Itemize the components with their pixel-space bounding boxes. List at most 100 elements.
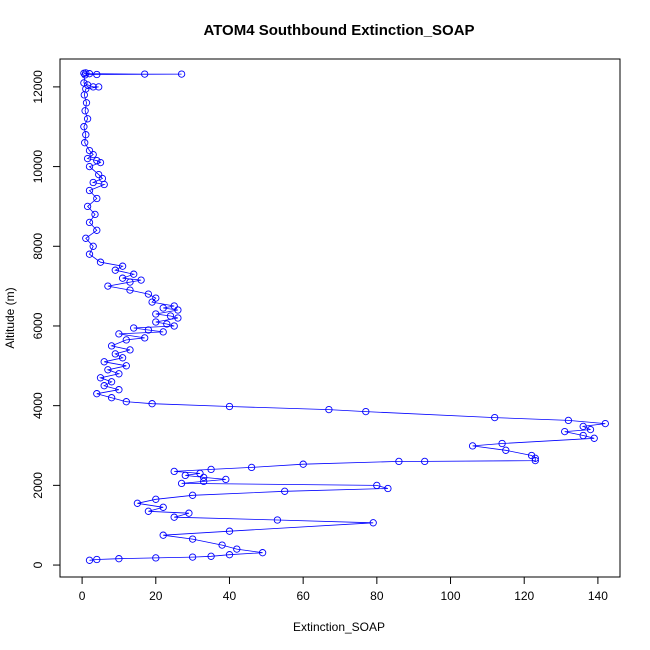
data-point bbox=[174, 314, 182, 322]
data-point bbox=[85, 556, 94, 564]
data-point bbox=[130, 270, 138, 278]
data-point bbox=[141, 70, 149, 78]
data-point bbox=[188, 535, 197, 543]
data-point bbox=[126, 346, 134, 354]
data-point bbox=[225, 551, 234, 559]
data-point bbox=[118, 354, 127, 362]
data-point bbox=[118, 274, 127, 282]
data-point bbox=[85, 250, 94, 258]
data-point bbox=[299, 460, 307, 468]
data-point bbox=[104, 282, 112, 290]
data-point bbox=[80, 123, 88, 131]
series-group bbox=[80, 69, 609, 564]
data-point bbox=[502, 446, 510, 454]
data-point bbox=[468, 442, 477, 450]
data-point bbox=[104, 366, 112, 374]
data-point bbox=[95, 170, 103, 179]
data-point bbox=[207, 465, 215, 474]
data-point bbox=[82, 234, 90, 242]
data-point bbox=[531, 456, 539, 465]
data-point bbox=[89, 242, 97, 250]
data-point bbox=[196, 469, 204, 478]
data-point bbox=[561, 427, 569, 436]
data-point bbox=[83, 115, 92, 123]
data-point bbox=[81, 107, 89, 115]
data-point bbox=[96, 258, 105, 266]
data-point bbox=[148, 298, 156, 306]
data-point bbox=[152, 310, 160, 318]
data-point bbox=[85, 146, 94, 155]
data-point bbox=[115, 386, 123, 394]
data-point bbox=[148, 400, 156, 408]
data-point bbox=[159, 328, 167, 336]
y-tick-label: 10000 bbox=[31, 150, 45, 184]
data-point bbox=[369, 519, 377, 527]
data-point bbox=[144, 326, 153, 334]
y-tick-label: 4000 bbox=[31, 392, 45, 419]
data-point bbox=[586, 425, 595, 434]
data-point bbox=[159, 503, 167, 511]
data-point bbox=[107, 394, 116, 402]
data-point bbox=[81, 139, 89, 147]
data-point bbox=[91, 210, 99, 219]
data-point bbox=[93, 390, 101, 398]
data-point bbox=[82, 131, 90, 139]
x-tick-label: 100 bbox=[441, 589, 461, 603]
data-point bbox=[93, 555, 101, 564]
data-point bbox=[130, 324, 138, 332]
data-point bbox=[362, 407, 370, 416]
data-point bbox=[491, 413, 499, 422]
data-point bbox=[258, 549, 267, 557]
data-point bbox=[111, 266, 119, 274]
data-point bbox=[111, 350, 119, 358]
data-point bbox=[384, 484, 392, 493]
x-axis-label: Extinction_SOAP bbox=[293, 620, 385, 634]
data-point bbox=[93, 156, 101, 165]
data-point bbox=[93, 194, 101, 203]
data-point bbox=[159, 304, 167, 312]
data-point bbox=[225, 402, 234, 411]
data-point bbox=[82, 99, 91, 107]
x-tick-label: 140 bbox=[588, 589, 608, 603]
data-point bbox=[163, 320, 171, 328]
data-point bbox=[181, 471, 189, 480]
data-point bbox=[89, 178, 97, 187]
data-point bbox=[96, 158, 105, 167]
data-point bbox=[177, 479, 186, 488]
data-point bbox=[498, 439, 506, 448]
data-point bbox=[100, 382, 108, 390]
y-axis: 0 2000 4000 6000 8000 10000 12000 bbox=[31, 70, 61, 568]
data-point bbox=[188, 491, 197, 499]
series-line bbox=[83, 72, 606, 561]
data-point bbox=[100, 358, 108, 366]
data-point bbox=[115, 370, 123, 378]
x-tick-label: 40 bbox=[223, 589, 237, 603]
x-tick-label: 60 bbox=[296, 589, 310, 603]
data-point bbox=[85, 186, 94, 195]
data-point bbox=[133, 499, 142, 507]
data-point bbox=[152, 554, 160, 562]
data-point bbox=[170, 322, 178, 330]
data-point bbox=[225, 527, 234, 535]
data-point bbox=[421, 457, 429, 466]
x-axis: 0 20 40 60 80 100 120 140 bbox=[79, 576, 608, 603]
data-point bbox=[141, 334, 149, 342]
x-tick-label: 120 bbox=[514, 589, 534, 603]
data-point bbox=[170, 302, 178, 310]
data-point bbox=[85, 218, 94, 227]
data-point bbox=[281, 487, 289, 495]
data-point bbox=[531, 454, 539, 462]
data-point bbox=[93, 226, 101, 234]
data-point bbox=[126, 278, 134, 286]
y-tick-label: 0 bbox=[31, 561, 45, 568]
data-point bbox=[159, 531, 167, 539]
data-point bbox=[222, 475, 230, 484]
data-point bbox=[579, 422, 587, 431]
data-point bbox=[83, 154, 92, 163]
data-point bbox=[273, 516, 282, 524]
data-point bbox=[100, 180, 108, 189]
data-point bbox=[166, 312, 175, 320]
data-point bbox=[144, 290, 153, 298]
data-point bbox=[152, 318, 160, 326]
